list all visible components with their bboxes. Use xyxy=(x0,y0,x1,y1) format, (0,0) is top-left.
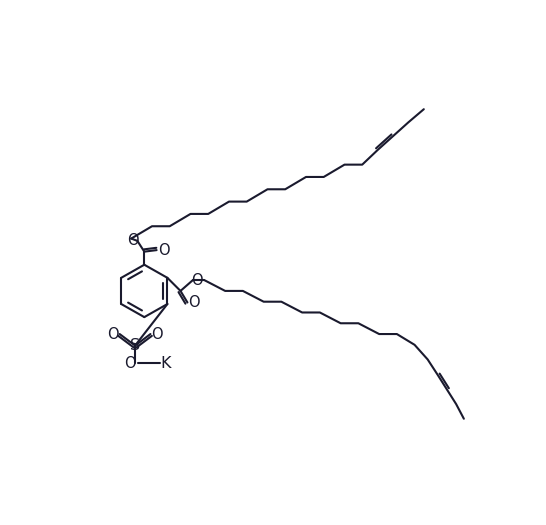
Text: O: O xyxy=(124,356,135,371)
Text: O: O xyxy=(127,234,139,248)
Text: K: K xyxy=(161,356,171,371)
Text: S: S xyxy=(130,338,140,353)
Text: O: O xyxy=(152,327,163,342)
Text: O: O xyxy=(107,327,118,342)
Text: O: O xyxy=(158,243,169,258)
Text: O: O xyxy=(192,272,203,288)
Text: O: O xyxy=(188,295,200,310)
